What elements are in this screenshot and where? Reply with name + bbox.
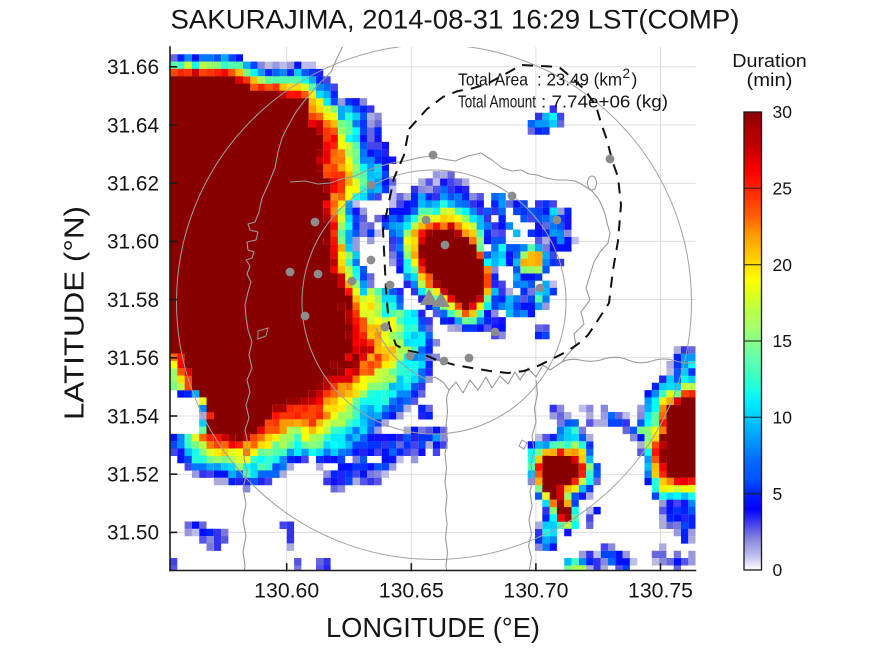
svg-text:Total Amount: Total Amount bbox=[458, 92, 536, 112]
svg-text:Duration: Duration bbox=[732, 51, 807, 71]
svg-text:31.54: 31.54 bbox=[107, 405, 159, 428]
svg-text:15: 15 bbox=[773, 331, 792, 351]
svg-text:2: 2 bbox=[623, 66, 631, 81]
svg-text:10: 10 bbox=[773, 408, 793, 428]
svg-text:0: 0 bbox=[773, 560, 783, 580]
svg-text:: 23.49 (km: : 23.49 (km bbox=[537, 70, 622, 90]
svg-text:31.64: 31.64 bbox=[107, 114, 159, 137]
svg-text:31.58: 31.58 bbox=[107, 289, 159, 312]
svg-text:31.62: 31.62 bbox=[107, 173, 159, 196]
svg-text:130.70: 130.70 bbox=[503, 579, 568, 602]
svg-text:LONGITUDE (°E): LONGITUDE (°E) bbox=[326, 612, 540, 643]
svg-text:25: 25 bbox=[773, 179, 792, 199]
svg-text:LATITUDE (°N): LATITUDE (°N) bbox=[59, 206, 90, 420]
svg-text:130.75: 130.75 bbox=[628, 579, 693, 602]
svg-text:31.66: 31.66 bbox=[107, 56, 159, 79]
svg-text:): ) bbox=[632, 70, 638, 90]
svg-text:20: 20 bbox=[773, 255, 793, 275]
svg-text:Total Area: Total Area bbox=[458, 70, 528, 90]
svg-text:31.50: 31.50 bbox=[107, 522, 159, 545]
svg-text:130.60: 130.60 bbox=[254, 579, 319, 602]
svg-text:(min): (min) bbox=[747, 70, 793, 90]
svg-text:130.65: 130.65 bbox=[379, 579, 444, 602]
svg-text:31.52: 31.52 bbox=[107, 464, 159, 487]
svg-text:31.56: 31.56 bbox=[107, 347, 159, 370]
svg-text:5: 5 bbox=[773, 484, 783, 504]
svg-text:: 7.74e+06 (kg): : 7.74e+06 (kg) bbox=[541, 92, 668, 112]
svg-text:30: 30 bbox=[773, 102, 793, 122]
svg-text:SAKURAJIMA, 2014-08-31 16:29 L: SAKURAJIMA, 2014-08-31 16:29 LST(COMP) bbox=[171, 5, 740, 35]
svg-text:31.60: 31.60 bbox=[107, 231, 159, 254]
